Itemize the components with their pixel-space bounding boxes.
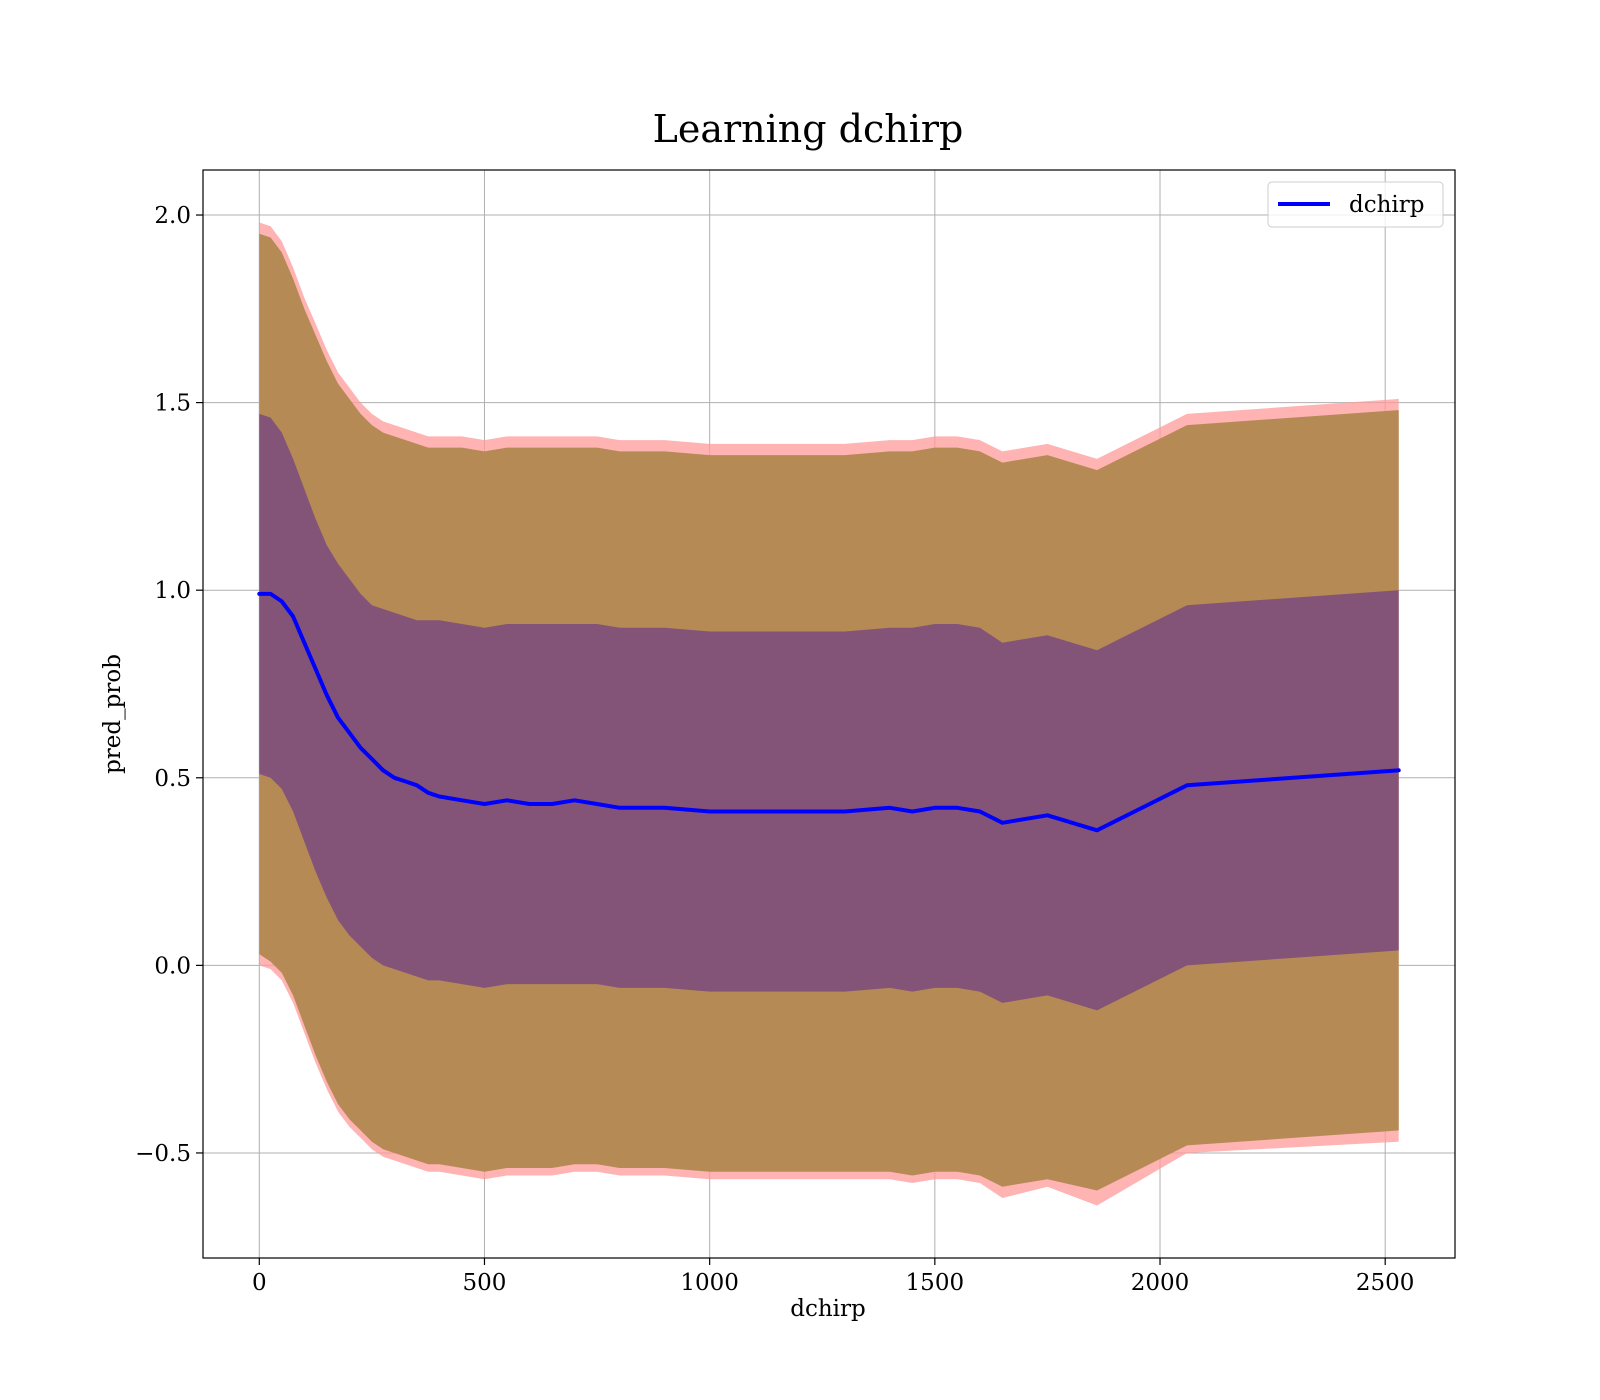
line-layer — [257, 591, 1401, 833]
x-axis-label: dchirp — [790, 1296, 866, 1322]
y-tick-label: 1.5 — [154, 391, 191, 417]
legend-box — [1267, 181, 1444, 228]
legend: dchirp — [1267, 181, 1444, 228]
y-tick-label: −0.5 — [135, 1141, 191, 1167]
x-tick-label: 500 — [463, 1270, 507, 1296]
y-tick-label: 1.0 — [154, 578, 191, 604]
series-line-dchirp — [257, 591, 1401, 833]
tick-layer: 0 500 1000 1500 2000 2500 −0.5 0.0 0.5 1.0 1.5 2.0 — [135, 203, 1414, 1296]
band-layer — [259, 222, 1399, 1206]
x-tick-label: 0 — [252, 1270, 267, 1296]
legend-label: dchirp — [1349, 192, 1425, 218]
y-tick-label: 0.0 — [154, 953, 191, 979]
inner-confidence-band — [259, 413, 1399, 1011]
x-tick-label: 2500 — [1356, 1270, 1415, 1296]
chart-title: Learning dchirp — [653, 107, 964, 151]
y-tick-label: 0.5 — [154, 766, 191, 792]
y-axis-label: pred_prob — [100, 654, 126, 774]
x-tick-label: 1000 — [680, 1270, 739, 1296]
y-tick-label: 2.0 — [154, 203, 191, 229]
x-tick-label: 1500 — [906, 1270, 965, 1296]
x-tick-label: 2000 — [1131, 1270, 1190, 1296]
plot-frame — [202, 169, 1456, 1259]
